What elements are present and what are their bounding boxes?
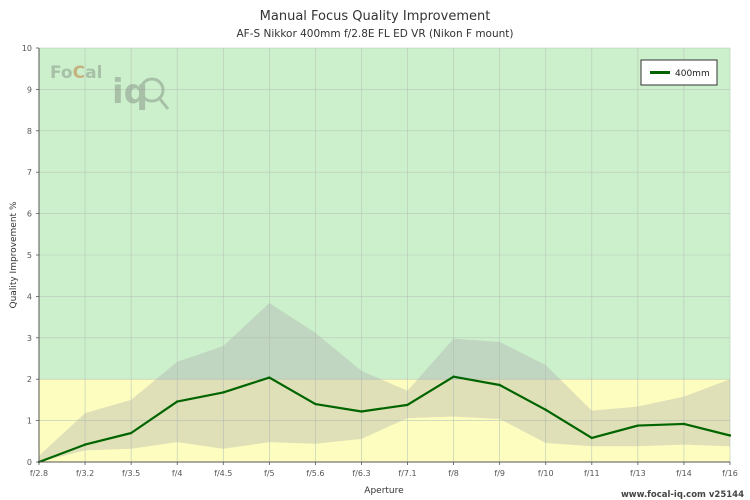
y-tick-label-4: 4 xyxy=(27,292,32,301)
y-tick-label-9: 9 xyxy=(27,85,32,94)
x-tick-label-8: f/7.1 xyxy=(398,469,416,478)
series-point-12 xyxy=(590,436,593,440)
footer-version: v25144 xyxy=(709,490,744,500)
series-point-5 xyxy=(268,376,271,379)
logo-text-fo: Fo xyxy=(50,63,73,83)
y-tick-label-6: 6 xyxy=(27,210,32,219)
series-point-2 xyxy=(129,431,133,435)
x-tick-label-5: f/5 xyxy=(264,469,275,478)
svg-text:FoCal: FoCal xyxy=(50,63,102,83)
range-band xyxy=(39,303,730,462)
series-point-9 xyxy=(452,375,455,378)
y-tick-label-1: 1 xyxy=(27,417,32,426)
chart-subtitle: AF-S Nikkor 400mm f/2.8E FL ED VR (Nikon… xyxy=(236,28,513,40)
series-point-8 xyxy=(406,403,409,407)
y-tick-label-0: 0 xyxy=(27,458,32,467)
series-point-11 xyxy=(544,408,547,412)
y-tick-label-8: 8 xyxy=(27,127,32,136)
series-point-10 xyxy=(498,383,501,387)
series-point-13 xyxy=(636,424,640,427)
y-tick-label-3: 3 xyxy=(27,334,32,343)
series-point-1 xyxy=(83,443,87,446)
x-tick-label-7: f/6.3 xyxy=(352,469,370,478)
y-tick-labels: 0 1 2 3 4 5 6 7 8 9 10 xyxy=(22,44,39,467)
y-axis-label: Quality Improvement % xyxy=(9,201,19,308)
x-tick-label-0: f/2.8 xyxy=(30,469,48,478)
range-band-area xyxy=(39,303,730,462)
series-point-7 xyxy=(360,410,363,413)
series-lines xyxy=(37,375,732,464)
x-tick-label-9: f/8 xyxy=(448,469,459,478)
footer-text: www.focal-iq.com v25144 xyxy=(621,490,744,500)
x-tick-label-12: f/11 xyxy=(584,469,600,478)
series-point-6 xyxy=(314,402,317,406)
magnifier-handle xyxy=(158,98,170,110)
x-tick-label-1: f/3.2 xyxy=(76,469,94,478)
footer-url: www.focal-iq.com xyxy=(621,490,706,500)
grid-lines xyxy=(38,47,731,462)
x-tick-label-14: f/14 xyxy=(676,469,692,478)
x-tick-label-10: f/9 xyxy=(494,469,505,478)
x-tick-label-11: f/10 xyxy=(538,469,554,478)
series-point-4 xyxy=(222,391,225,394)
x-tick-label-3: f/4 xyxy=(172,469,183,478)
series-point-15 xyxy=(728,434,732,437)
y-tick-label-10: 10 xyxy=(22,44,32,53)
x-tick-label-6: f/5.6 xyxy=(306,469,324,478)
legend: 400mm xyxy=(640,59,718,86)
x-tick-label-13: f/13 xyxy=(630,469,646,478)
focal-logo: FoCal iq xyxy=(50,63,170,112)
x-axis-label: Aperture xyxy=(364,486,404,496)
x-tick-label-2: f/3.5 xyxy=(122,469,140,478)
logo-text-c: C xyxy=(73,63,85,83)
series-line-0 xyxy=(38,375,731,464)
chart-title: Manual Focus Quality Improvement xyxy=(260,9,491,24)
x-tick-labels: f/2.8 f/3.2 f/3.5 f/4 f/4.5 f/5 f/5.6 f/6.3 f/7.… xyxy=(30,462,738,478)
y-tick-label-2: 2 xyxy=(27,375,32,384)
series-point-14 xyxy=(682,422,686,426)
y-tick-label-5: 5 xyxy=(27,251,32,260)
legend-label: 400mm xyxy=(675,69,710,79)
y-tick-label-7: 7 xyxy=(27,168,32,177)
magnifier-icon xyxy=(139,77,165,103)
logo-text-al: al xyxy=(85,63,102,83)
x-tick-label-15: f/16 xyxy=(722,469,738,478)
x-tick-label-4: f/4.5 xyxy=(214,469,232,478)
series-point-3 xyxy=(176,400,179,403)
